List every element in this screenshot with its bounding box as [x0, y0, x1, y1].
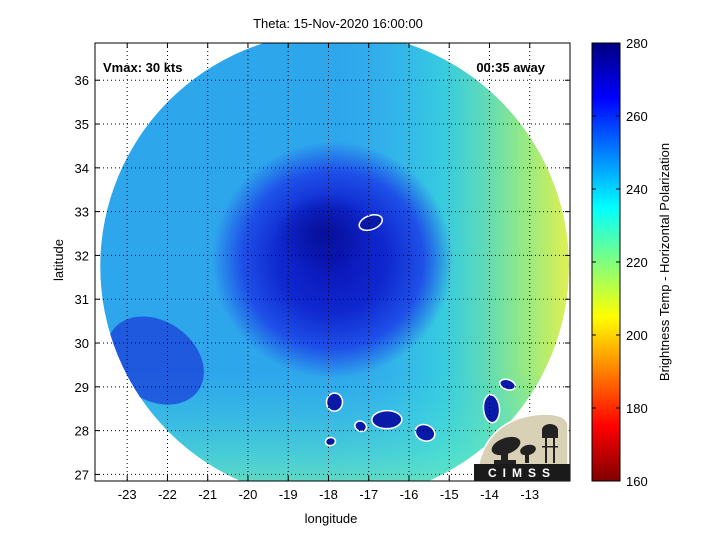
x-tick-label: -18: [319, 487, 338, 502]
x-tick-label: -20: [239, 487, 258, 502]
colorbar-tick-label: 280: [626, 36, 648, 51]
colorbar: [591, 42, 621, 482]
storm-core: [276, 194, 373, 273]
y-axis-label: latitude: [51, 239, 66, 281]
plot-area: [95, 43, 570, 481]
vmax-annotation: Vmax: 30 kts: [103, 60, 183, 75]
colorbar-tick-label: 260: [626, 109, 648, 124]
land-mass-1: [358, 214, 384, 232]
satellite-dish-icon: [491, 436, 536, 466]
x-tick-label: -22: [158, 487, 177, 502]
colorbar-tick-label: 180: [626, 401, 648, 416]
land-mass-3: [354, 420, 368, 433]
x-tick-label: -17: [359, 487, 378, 502]
land-mass-5: [414, 423, 436, 442]
chart-title: Theta: 15-Nov-2020 16:00:00: [253, 16, 423, 31]
water-tower-icon: [542, 424, 558, 463]
x-tick-label: -21: [198, 487, 217, 502]
land-mass-6: [482, 394, 501, 424]
cimss-logo: CIMSS: [474, 413, 570, 481]
western-cold-band: [106, 316, 204, 405]
x-tick-label: -15: [440, 487, 459, 502]
x-tick-label: -19: [279, 487, 298, 502]
colorbar-tick-label: 240: [626, 182, 648, 197]
logo-bar: [474, 464, 570, 481]
y-tick-label: 33: [75, 205, 89, 220]
x-tick-label: -13: [520, 487, 539, 502]
y-tick-label: 30: [75, 336, 89, 351]
x-tick-label: -23: [118, 487, 137, 502]
y-tick-label: 34: [75, 161, 89, 176]
y-tick-label: 36: [75, 73, 89, 88]
y-tick-label: 29: [75, 380, 89, 395]
x-tick-label: -14: [480, 487, 499, 502]
land-mass-8: [324, 436, 337, 447]
land-mass-4: [371, 409, 403, 430]
colorbar-tick-label: 200: [626, 328, 648, 343]
colorbar-tick-label: 160: [626, 474, 648, 489]
y-tick-label: 31: [75, 292, 89, 307]
y-axis-ticks: 27 28 29 30 31 32 33 34 35 36: [75, 73, 570, 482]
colorbar-tick-label: 220: [626, 255, 648, 270]
y-tick-label: 32: [75, 248, 89, 263]
time-away-annotation: 00:35 away: [476, 60, 545, 75]
x-tick-label: -16: [400, 487, 419, 502]
colorbar-label: Brightness Temp - Horizontal Polarizatio…: [657, 143, 672, 381]
logo-text: CIMSS: [488, 466, 556, 480]
land-mass-2: [325, 392, 344, 412]
y-tick-label: 27: [75, 467, 89, 482]
y-tick-label: 35: [75, 117, 89, 132]
colorbar-ticks: 160 180 200 220 240 260 280: [592, 36, 648, 489]
plot-border: [94, 42, 571, 482]
y-tick-label: 28: [75, 424, 89, 439]
x-axis-label: longitude: [305, 511, 358, 526]
microwave-swath: [100, 43, 569, 481]
